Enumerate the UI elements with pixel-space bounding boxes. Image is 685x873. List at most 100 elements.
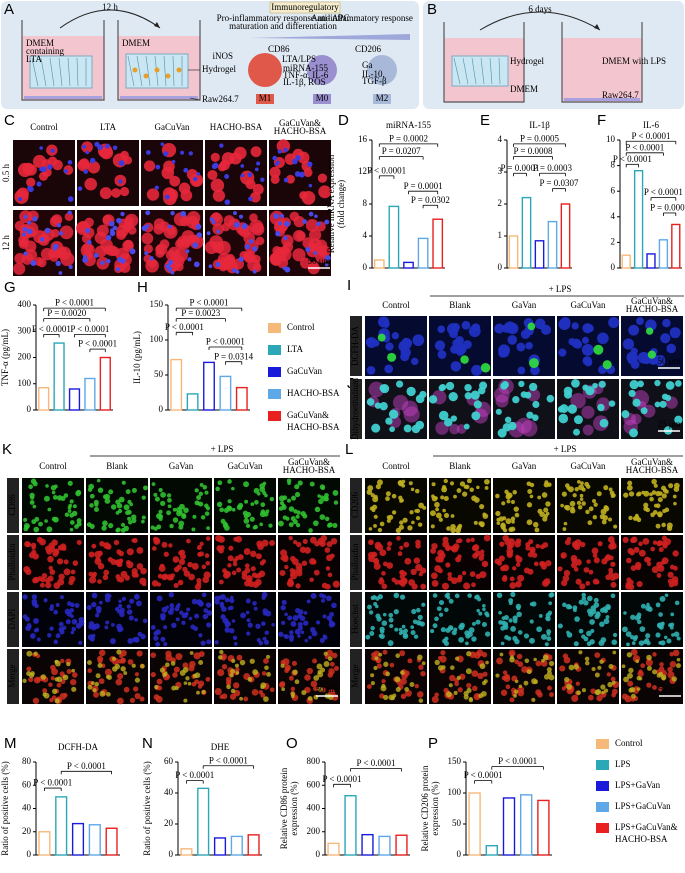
cell xyxy=(650,546,655,552)
cell xyxy=(449,674,456,682)
cell xyxy=(105,234,112,241)
cell xyxy=(205,536,211,541)
cell xyxy=(132,67,138,73)
legend-swatch xyxy=(596,760,609,770)
cell xyxy=(572,608,577,613)
cell xyxy=(592,515,598,520)
cell xyxy=(198,680,205,687)
cell xyxy=(398,495,403,501)
cell xyxy=(479,571,487,579)
label: Raw264.7 xyxy=(202,94,239,104)
cell xyxy=(531,678,538,685)
cell xyxy=(290,686,296,692)
mesh xyxy=(480,57,485,85)
cell xyxy=(181,230,195,244)
cell xyxy=(471,364,483,376)
cell xyxy=(434,340,446,351)
cell xyxy=(651,566,659,574)
cell xyxy=(430,524,435,529)
cell xyxy=(671,676,677,682)
cell xyxy=(482,607,486,612)
cell xyxy=(548,660,555,667)
significance-label: P < 0.0001 xyxy=(55,298,94,308)
cell xyxy=(573,428,580,436)
cell xyxy=(332,522,338,529)
beaker xyxy=(561,22,643,103)
cell xyxy=(173,666,180,673)
cell xyxy=(263,658,269,664)
cell xyxy=(517,630,523,635)
cell xyxy=(198,660,204,665)
bar xyxy=(534,240,545,269)
cell xyxy=(578,599,584,605)
cell xyxy=(520,391,528,398)
cell xyxy=(220,518,226,524)
cell xyxy=(115,574,121,580)
cell xyxy=(585,509,590,515)
cell xyxy=(397,551,403,557)
cell xyxy=(233,641,238,646)
cell xyxy=(676,663,681,669)
cell xyxy=(385,491,391,497)
cell xyxy=(667,666,673,673)
legend-label: HACHO-BSA xyxy=(615,834,668,844)
cell xyxy=(651,478,657,485)
cell xyxy=(513,689,519,694)
cell xyxy=(476,485,480,490)
cell xyxy=(484,478,490,485)
cell xyxy=(105,674,110,679)
cell xyxy=(377,594,383,600)
row-label: 0.5 h xyxy=(1,164,11,183)
cell xyxy=(473,520,478,525)
row-label: DCFH-DA xyxy=(350,326,360,367)
legend-swatch xyxy=(268,367,281,377)
cell xyxy=(636,687,641,691)
cell xyxy=(155,164,161,170)
cell xyxy=(224,597,230,603)
y-tick-label: 40 xyxy=(164,787,174,797)
cell xyxy=(655,523,661,529)
cell xyxy=(523,633,530,639)
cell xyxy=(24,524,30,530)
cell xyxy=(28,676,34,683)
cell xyxy=(231,486,235,491)
cell xyxy=(251,572,258,578)
cell xyxy=(381,620,388,626)
cell xyxy=(527,388,541,402)
cell xyxy=(626,652,632,658)
cell xyxy=(31,601,38,607)
cell xyxy=(261,671,267,676)
cell xyxy=(116,217,122,224)
cell xyxy=(369,631,375,636)
cell xyxy=(118,179,123,184)
cell xyxy=(410,625,415,630)
y-tick-label: 6 xyxy=(611,185,616,195)
label: DMEM xyxy=(26,38,54,48)
cell xyxy=(506,499,511,504)
row-label-box xyxy=(350,535,362,590)
bar xyxy=(203,361,215,411)
cell xyxy=(463,340,472,349)
cell xyxy=(87,160,101,174)
cell xyxy=(151,580,159,587)
cell xyxy=(260,685,265,690)
cell xyxy=(170,661,176,666)
cell xyxy=(163,625,168,630)
cell xyxy=(531,697,536,702)
cell xyxy=(173,582,179,588)
cell xyxy=(33,651,38,656)
cell xyxy=(191,527,196,532)
cell xyxy=(244,567,251,574)
cell xyxy=(210,178,225,193)
cell xyxy=(134,672,140,677)
cell xyxy=(39,538,46,546)
cell xyxy=(23,251,28,256)
cell xyxy=(196,690,200,695)
cell xyxy=(240,164,245,168)
cell xyxy=(306,667,313,675)
cell xyxy=(515,603,522,610)
cell xyxy=(557,623,563,629)
bar xyxy=(519,794,533,856)
cell xyxy=(302,538,308,544)
cell xyxy=(294,491,301,498)
